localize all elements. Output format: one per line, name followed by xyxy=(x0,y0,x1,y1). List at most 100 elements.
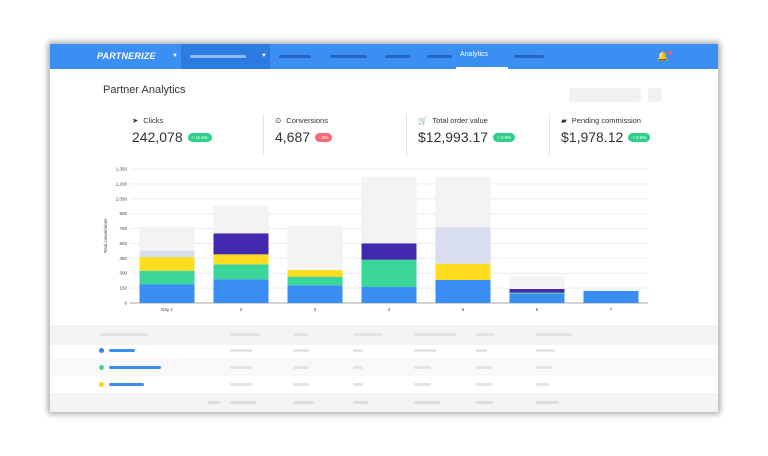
header-placeholder xyxy=(353,333,382,336)
divider xyxy=(549,114,550,156)
bar-segment xyxy=(139,257,195,271)
change-badge: + 11.6% xyxy=(187,132,212,142)
nav-item[interactable] xyxy=(514,55,544,58)
bar-segment xyxy=(139,226,195,251)
footer-placeholder xyxy=(476,401,493,404)
change-badge: + 0.6% xyxy=(628,132,651,142)
nav-item[interactable] xyxy=(427,55,452,58)
bar-segment xyxy=(361,243,417,260)
settings-button[interactable] xyxy=(648,88,662,102)
cell-placeholder xyxy=(414,383,431,386)
y-tick-label: 0 xyxy=(124,301,127,306)
tab-analytics[interactable]: Analytics xyxy=(460,51,489,58)
notification-dot xyxy=(668,51,672,55)
table-row[interactable] xyxy=(50,342,718,359)
kpi-label: Clicks xyxy=(143,116,164,125)
bar-segment xyxy=(509,289,565,293)
footer-placeholder xyxy=(536,401,559,404)
x-tick-label: Day 1 xyxy=(161,307,173,312)
bar-segment xyxy=(213,254,269,265)
cell-placeholder xyxy=(230,349,252,352)
kpi-total-order-value: 🛒 Total order value $12,993.17 + 2.8% xyxy=(418,116,516,156)
y-tick-label: 900 xyxy=(119,211,127,216)
bar-segment xyxy=(583,290,639,303)
bar-segment xyxy=(435,176,491,228)
y-tick-label: 1,200 xyxy=(116,181,128,186)
top-nav: PARTNERIZE ▼ ▼ Analytics 🔔 xyxy=(50,44,718,69)
bar-segment xyxy=(213,205,269,234)
table-row[interactable] xyxy=(50,376,718,393)
bar-segment xyxy=(361,287,417,303)
y-tick-label: 1,350 xyxy=(116,167,128,172)
cell-placeholder xyxy=(230,383,252,386)
bar-segment xyxy=(213,279,269,303)
cell-placeholder xyxy=(353,349,363,352)
bell-icon[interactable]: 🔔 xyxy=(657,51,669,61)
kpi-pending-commission: ▰ Pending commission $1,978.12 + 0.6% xyxy=(561,116,651,156)
footer-placeholder xyxy=(293,401,314,404)
bar-segment xyxy=(213,233,269,255)
cell-placeholder xyxy=(414,366,431,369)
bar-segment xyxy=(509,276,565,290)
x-tick-label: 7 xyxy=(610,307,613,312)
header-placeholder xyxy=(293,333,308,336)
kpi-clicks: ➤ Clicks 242,078 + 11.6% xyxy=(132,116,212,156)
footer-placeholder xyxy=(208,401,220,404)
bar-segment xyxy=(139,270,195,285)
kpi-label: Total order value xyxy=(432,116,488,125)
table-header xyxy=(50,325,718,345)
row-link[interactable] xyxy=(109,349,135,352)
bar-segment xyxy=(509,293,565,303)
row-link[interactable] xyxy=(109,366,161,369)
nav-item[interactable] xyxy=(385,55,410,58)
nav-item[interactable] xyxy=(279,55,311,58)
cell-placeholder xyxy=(476,349,487,352)
y-tick-label: 300 xyxy=(119,271,127,276)
cell-placeholder xyxy=(536,383,549,386)
bar-segment xyxy=(213,264,269,280)
conversions-chart: 0 150 300 450 600 750 900 1,050 1,200 1,350 Total … xyxy=(103,167,648,312)
cell-placeholder xyxy=(293,383,309,386)
brand-logo[interactable]: PARTNERIZE xyxy=(97,51,156,61)
y-tick-label: 1,050 xyxy=(116,196,128,201)
table-row[interactable] xyxy=(50,359,718,376)
bar-segment xyxy=(509,292,565,294)
bar-segment xyxy=(139,250,195,258)
nav-item[interactable] xyxy=(330,55,367,58)
cell-placeholder xyxy=(536,349,555,352)
divider xyxy=(263,114,264,156)
x-tick-label: 3 xyxy=(314,307,317,312)
header-placeholder xyxy=(230,333,260,336)
y-tick-label: 150 xyxy=(119,286,127,291)
header-placeholder xyxy=(536,333,572,336)
chevron-down-icon[interactable]: ▼ xyxy=(261,53,267,59)
x-tick-label: 4 xyxy=(388,307,391,312)
footer-placeholder xyxy=(230,401,256,404)
bar-segment xyxy=(361,259,417,288)
date-range-picker[interactable] xyxy=(569,88,641,102)
series-swatch xyxy=(99,348,104,353)
divider xyxy=(406,114,407,156)
x-tick-label: 6 xyxy=(536,307,539,312)
active-tab-indicator xyxy=(456,67,508,69)
cell-placeholder xyxy=(414,349,436,352)
header-placeholder xyxy=(414,333,456,336)
bar-segment xyxy=(435,263,491,280)
bar-segment xyxy=(287,285,343,303)
header-placeholder xyxy=(100,333,148,336)
y-axis-label: Total conversions xyxy=(103,218,108,254)
bar-segment xyxy=(435,279,491,303)
row-link[interactable] xyxy=(109,383,144,386)
cell-placeholder xyxy=(353,383,363,386)
kpi-value: 242,078 xyxy=(132,129,183,145)
account-name-placeholder xyxy=(190,55,246,58)
bar-segment xyxy=(361,176,417,244)
kpi-conversions: ⊙ Conversions 4,687 - 2% xyxy=(275,116,333,156)
cell-placeholder xyxy=(293,366,309,369)
bar-segment xyxy=(139,284,195,303)
table-footer xyxy=(50,393,718,412)
y-tick-label: 600 xyxy=(119,241,127,246)
cell-placeholder xyxy=(476,383,492,386)
kpi-value: $12,993.17 xyxy=(418,129,489,145)
chevron-down-icon[interactable]: ▼ xyxy=(172,53,178,59)
